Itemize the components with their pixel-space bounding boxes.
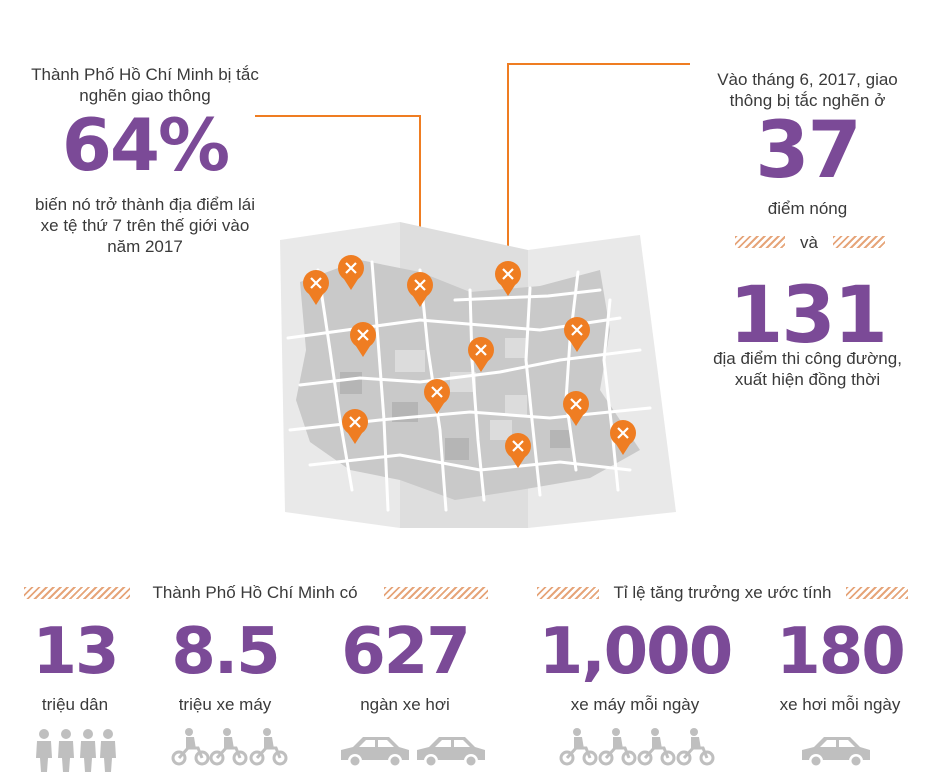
hotspot-pin-icon (495, 261, 521, 296)
hotspot-pin-icon (407, 272, 433, 307)
hotspot-pin-icon (563, 391, 589, 426)
stat-label-motorbike-growth: xe máy mỗi ngày (570, 695, 700, 714)
car-icon (341, 737, 409, 768)
stat-label-cars: ngàn xe hơi (360, 695, 450, 714)
stat-value-car-growth: 180 (776, 615, 906, 689)
hotspot-pin-icon (610, 420, 636, 455)
bottom-right-title: Tỉ lệ tăng trưởng xe ước tính (613, 583, 832, 602)
left-lead-text: Thành Phố Hồ Chí Minh bị tắc nghẽn giao … (31, 65, 259, 105)
motorbike-icon (559, 726, 598, 766)
motorbike-icon (637, 726, 676, 766)
person-icon (58, 729, 74, 772)
hotspot-pin-icon (468, 337, 494, 372)
hotspot-pin-icon (424, 379, 450, 414)
hatch-divider (537, 587, 599, 599)
person-icon (36, 729, 52, 772)
car-icon (802, 737, 870, 768)
bottom-left-title: Thành Phố Hồ Chí Minh có (152, 583, 358, 602)
icon-row (36, 726, 870, 772)
city-map-illustration (255, 63, 690, 528)
right-lead-text: Vào tháng 6, 2017, giao thông bị tắc ngh… (717, 70, 898, 110)
motorbike-icon (598, 726, 637, 766)
hatch-divider (833, 236, 885, 248)
stat-value-population: 13 (32, 615, 119, 689)
right-conjunction: và (800, 233, 818, 252)
hotspot-pin-icon (338, 255, 364, 290)
stat-label-motorbikes: triệu xe máy (178, 695, 272, 714)
motorbike-icon (209, 726, 248, 766)
hatch-divider (384, 587, 488, 599)
stat-value-cars: 627 (341, 615, 471, 689)
right-value-hotspots: 37 (755, 106, 862, 196)
hotspot-pin-icon (505, 433, 531, 468)
left-tail-text: biến nó trở thành địa điểm lái xe tệ thứ… (34, 195, 255, 256)
right-label-hotspots: điểm nóng (767, 199, 848, 218)
hatch-divider (24, 587, 130, 599)
hatch-divider (846, 587, 908, 599)
person-icon (80, 729, 96, 772)
left-big-value: 64% (61, 103, 230, 187)
hatch-divider (735, 236, 785, 248)
hotspot-pin-icon (564, 317, 590, 352)
right-value-construction: 131 (729, 271, 888, 361)
hotspot-pin-icon (303, 270, 329, 305)
car-icon (417, 737, 485, 768)
right-label-construction: địa điểm thi công đường, xuất hiện đồng … (713, 349, 902, 389)
person-icon (100, 729, 116, 772)
hotspot-pin-icon (342, 409, 368, 444)
hotspot-pin-icon (350, 322, 376, 357)
motorbike-icon (249, 726, 288, 766)
stat-label-population: triệu dân (41, 695, 109, 714)
motorbike-icon (676, 726, 715, 766)
stat-value-motorbike-growth: 1,000 (538, 615, 733, 689)
stat-value-motorbikes: 8.5 (171, 615, 280, 689)
motorbike-icon (171, 726, 210, 766)
stat-label-car-growth: xe hơi mỗi ngày (779, 695, 901, 714)
map-pins (303, 255, 636, 468)
